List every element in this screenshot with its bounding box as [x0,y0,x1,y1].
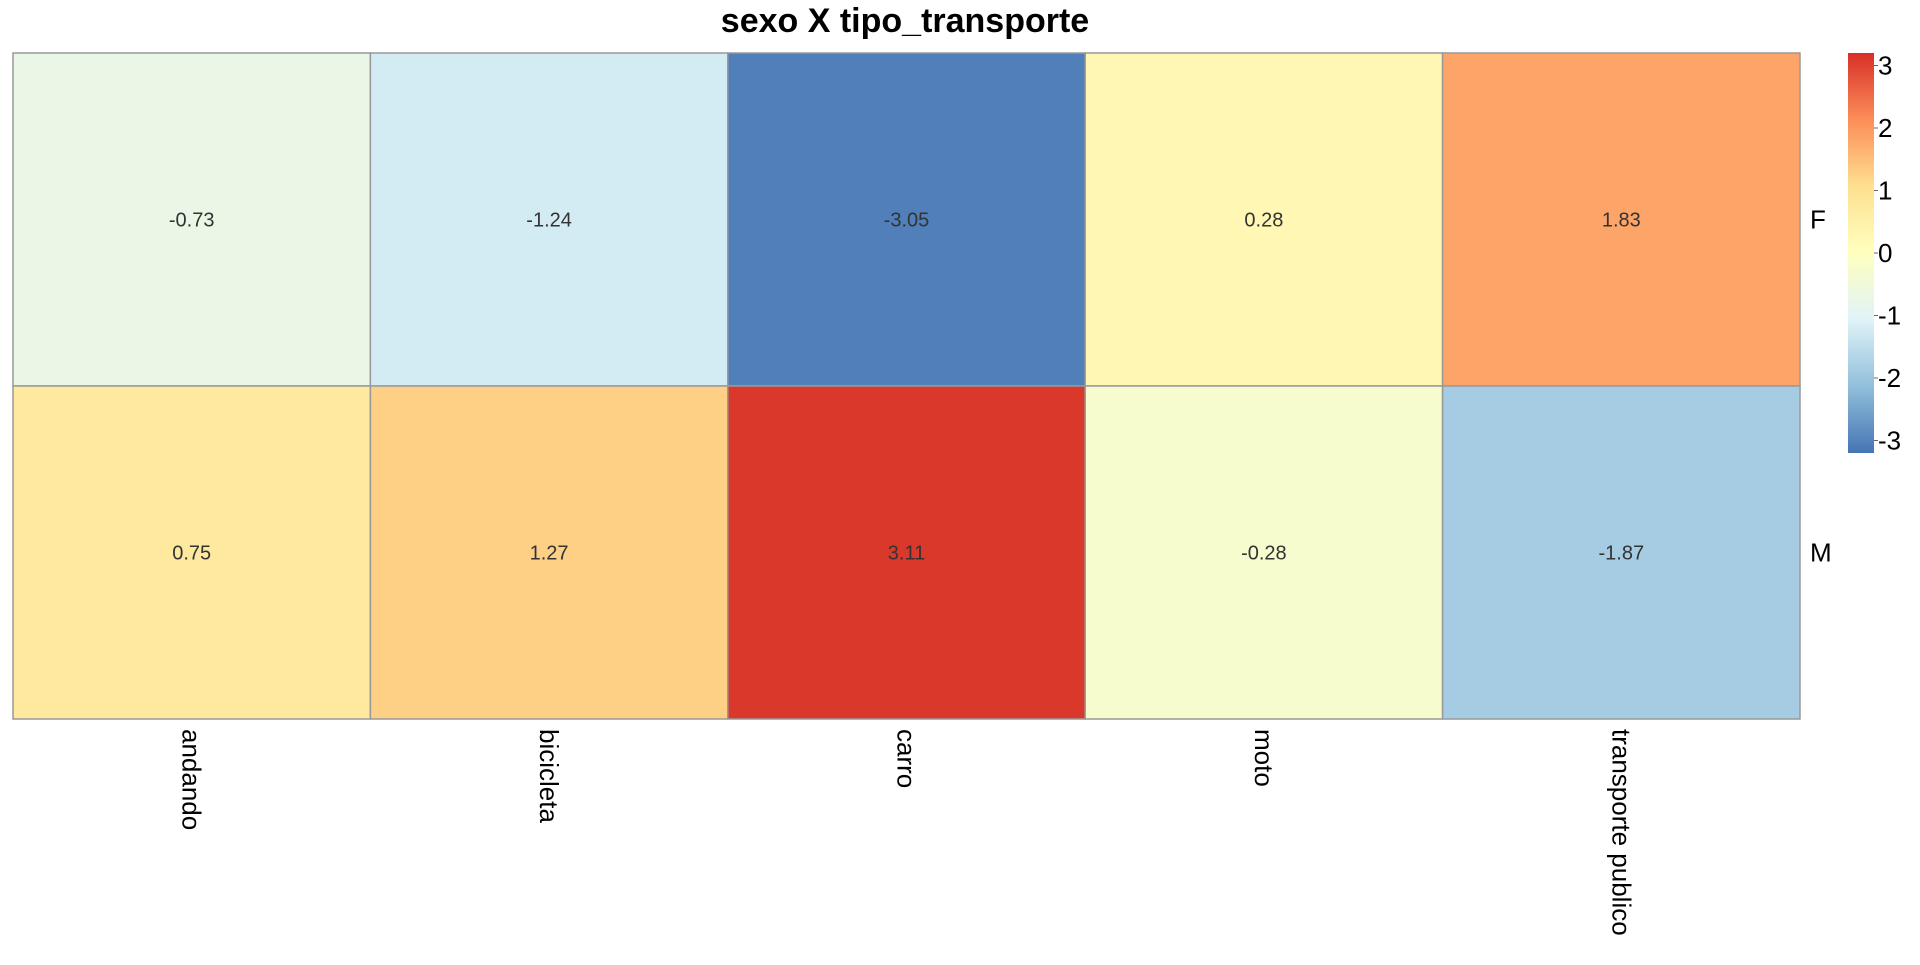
cell-value-label: 1.27 [530,543,569,565]
row-labels: FM [1810,205,1832,568]
column-label: transporte publico [1606,729,1636,936]
legend-tick-label: 3 [1878,51,1892,81]
heatmap-cell [12,52,372,387]
column-labels: andando bicicleta carro moto transporte publ… [177,729,1637,936]
column-label: carro [892,729,922,788]
heatmap-cell [727,52,1086,387]
legend-tick-label: 1 [1878,176,1892,206]
cell-value-label: 3.11 [888,543,925,565]
heatmap-cell [1441,52,1801,387]
legend-tick-label: -1 [1878,301,1901,331]
column-label: andando [177,729,207,830]
heatmap-cell [727,385,1086,720]
column-label: moto [1249,729,1279,787]
cell-value-label: 0.75 [172,543,211,565]
column-label: bicicleta [534,729,564,823]
cell-value-label: -3.05 [884,210,930,232]
heatmap-cell [12,385,372,720]
row-label: F [1810,205,1826,235]
heatmap-cell [1084,52,1444,387]
heatmap-cell [369,52,729,387]
legend-tick-label: 0 [1878,238,1892,268]
cell-value-label: -0.28 [1241,543,1287,565]
heatmap-cells: -0.73 -1.24 -3.05 0.28 1.83 0.75 1.27 3.11 -0.28… [12,52,1801,720]
legend-tick-label: 2 [1878,113,1892,143]
cell-value-label: -1.24 [526,210,572,232]
color-legend: 3 2 1 0 -1 -2 -3 [1848,51,1901,456]
cell-value-label: 1.83 [1602,210,1641,232]
cell-value-label: -1.87 [1599,543,1645,565]
heatmap-cell [1084,385,1444,720]
legend-color-bar [1848,53,1874,453]
legend-tick-label: -2 [1878,363,1901,393]
cell-value-label: 0.28 [1244,210,1283,232]
legend-tick-label: -3 [1878,426,1901,456]
chart-title: sexo X tipo_transporte [721,2,1089,40]
row-label: M [1810,538,1832,568]
heatmap-cell [1441,385,1801,720]
heatmap-cell [369,385,729,720]
cell-value-label: -0.73 [169,210,215,232]
